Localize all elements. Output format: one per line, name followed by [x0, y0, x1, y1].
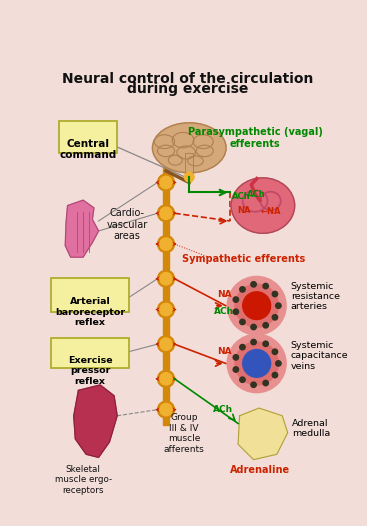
Circle shape	[276, 303, 281, 308]
Text: NA: NA	[237, 207, 250, 216]
Circle shape	[233, 367, 239, 372]
Circle shape	[272, 315, 278, 320]
Circle shape	[251, 281, 256, 287]
Text: Systemic
resistance
arteries: Systemic resistance arteries	[291, 281, 340, 311]
Circle shape	[276, 361, 281, 366]
Circle shape	[157, 174, 175, 191]
Circle shape	[251, 325, 256, 330]
Circle shape	[160, 403, 172, 416]
Circle shape	[263, 380, 268, 386]
Polygon shape	[74, 385, 117, 458]
Circle shape	[227, 276, 286, 335]
Circle shape	[160, 338, 172, 350]
Circle shape	[157, 301, 175, 318]
Circle shape	[233, 297, 239, 302]
Circle shape	[272, 349, 278, 355]
Text: ACh: ACh	[232, 192, 251, 201]
Polygon shape	[65, 200, 99, 257]
Text: NA: NA	[217, 290, 232, 299]
Circle shape	[233, 355, 239, 360]
Text: Skeletal
muscle ergo-
receptors: Skeletal muscle ergo- receptors	[55, 465, 112, 495]
Circle shape	[251, 382, 256, 388]
Ellipse shape	[152, 123, 226, 173]
Text: Systemic
capacitance
veins: Systemic capacitance veins	[291, 341, 348, 371]
Circle shape	[235, 284, 279, 327]
Text: ACh: ACh	[214, 307, 234, 316]
Circle shape	[243, 350, 270, 377]
Text: Arterial
baroreceptor
reflex: Arterial baroreceptor reflex	[55, 297, 125, 327]
Text: Parasympathetic (vagal)
efferents: Parasympathetic (vagal) efferents	[188, 127, 323, 149]
Circle shape	[235, 342, 279, 385]
Circle shape	[185, 173, 194, 181]
Circle shape	[157, 370, 175, 387]
Bar	[163, 167, 169, 425]
Text: Central
command: Central command	[59, 138, 116, 160]
Circle shape	[157, 336, 175, 352]
Text: Neural control of the circulation: Neural control of the circulation	[62, 73, 313, 86]
Text: ACh: ACh	[212, 405, 233, 414]
Circle shape	[157, 401, 175, 418]
Circle shape	[233, 309, 239, 315]
Text: NA: NA	[217, 347, 232, 356]
Circle shape	[263, 341, 268, 347]
Circle shape	[272, 372, 278, 378]
Text: during exercise: during exercise	[127, 82, 248, 96]
Circle shape	[272, 291, 278, 297]
Circle shape	[160, 304, 172, 316]
Text: Exercise
pressor
reflex: Exercise pressor reflex	[68, 356, 112, 386]
FancyBboxPatch shape	[51, 338, 129, 368]
Text: ←NA: ←NA	[260, 207, 281, 216]
Text: Cardio-
vascular
areas: Cardio- vascular areas	[107, 208, 148, 241]
Circle shape	[240, 287, 245, 292]
Bar	[185, 153, 193, 175]
FancyBboxPatch shape	[59, 122, 117, 153]
Circle shape	[160, 238, 172, 250]
Circle shape	[160, 176, 172, 189]
Text: Adrenal
medulla: Adrenal medulla	[292, 419, 331, 438]
Circle shape	[157, 270, 175, 287]
Circle shape	[160, 372, 172, 385]
Circle shape	[240, 345, 245, 350]
Ellipse shape	[231, 178, 295, 234]
Circle shape	[157, 236, 175, 252]
Text: ACh: ACh	[247, 189, 266, 198]
Circle shape	[251, 339, 256, 345]
Text: Sympathetic efferents: Sympathetic efferents	[182, 254, 305, 264]
Circle shape	[240, 377, 245, 382]
Circle shape	[227, 334, 286, 393]
Circle shape	[240, 319, 245, 325]
FancyBboxPatch shape	[51, 278, 129, 312]
Text: Group
III & IV
muscle
afferents: Group III & IV muscle afferents	[163, 413, 204, 453]
Circle shape	[157, 205, 175, 222]
Circle shape	[263, 284, 268, 289]
Circle shape	[160, 207, 172, 219]
Circle shape	[243, 292, 270, 319]
Circle shape	[263, 322, 268, 328]
Polygon shape	[238, 408, 288, 460]
Bar	[185, 153, 193, 175]
Text: Adrenaline: Adrenaline	[230, 465, 290, 475]
Circle shape	[160, 272, 172, 285]
Circle shape	[185, 173, 194, 181]
